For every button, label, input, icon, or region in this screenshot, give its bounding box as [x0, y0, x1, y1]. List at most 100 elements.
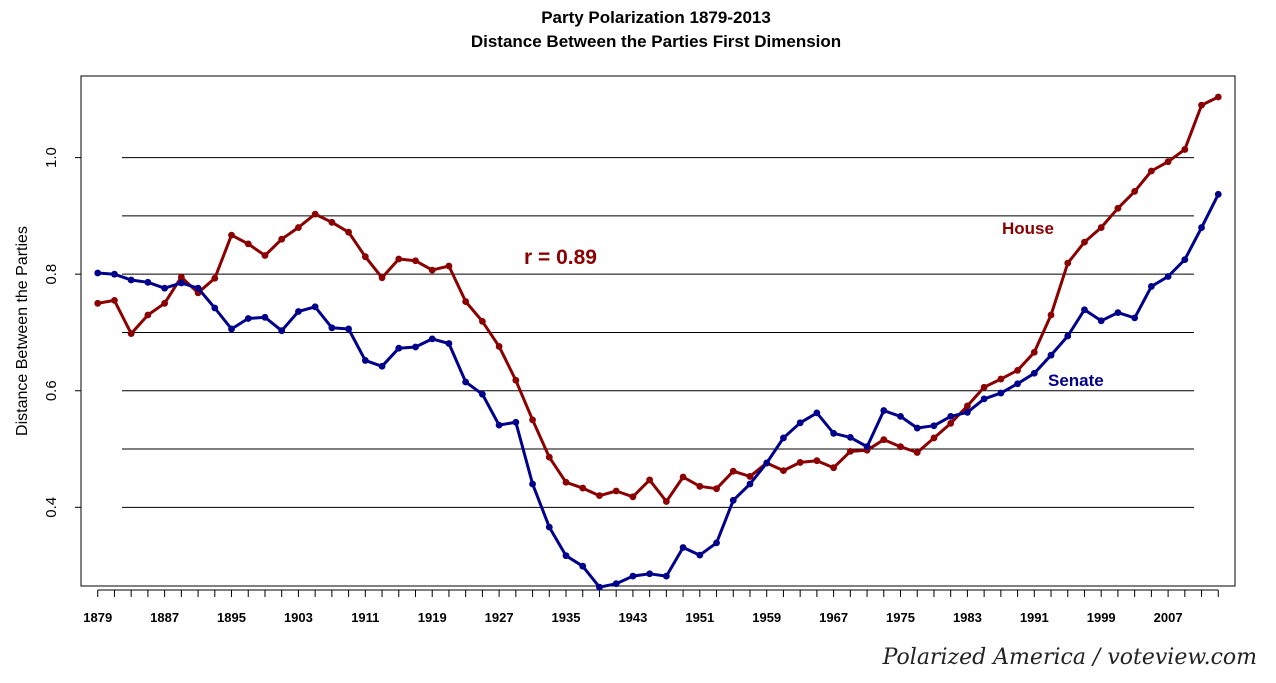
house-point-1893	[211, 274, 219, 282]
senate-point-1935	[562, 552, 570, 560]
y-axis: 0.4 0.6 0.8 1.0	[43, 147, 81, 518]
senate-point-1883	[127, 276, 135, 284]
senate-point-1953	[713, 539, 720, 547]
senate-point-2001	[1114, 309, 1122, 317]
senate-point-1897	[244, 315, 252, 322]
senate-point-1919	[428, 335, 436, 343]
senate-point-1923	[462, 378, 470, 386]
house-point-1997	[1081, 238, 1088, 246]
senate-point-1915	[395, 344, 403, 352]
house-point-1975	[897, 443, 904, 451]
house-point-1895	[228, 231, 235, 239]
chart-subtitle: Distance Between the Parties First Dimen…	[471, 32, 841, 51]
house-point-1909	[345, 228, 352, 236]
house-point-1879	[94, 299, 102, 307]
senate-point-1913	[378, 362, 386, 370]
x-tick-label-9: 1951	[685, 610, 714, 625]
house-point-1881	[111, 297, 118, 304]
senate-point-2013	[1214, 190, 1222, 198]
house-point-1933	[545, 453, 553, 461]
house-point-1981	[947, 419, 955, 427]
senate-point-2005	[1147, 283, 1155, 290]
x-tick-label-8: 1943	[618, 610, 647, 625]
house-point-1957	[746, 473, 754, 480]
house-point-1985	[980, 383, 988, 391]
senate-point-1991	[1030, 369, 1038, 377]
house-point-1953	[713, 485, 720, 493]
senate-point-1889	[177, 279, 185, 287]
x-tick-label-7: 1935	[552, 610, 581, 625]
house-point-2001	[1114, 204, 1122, 212]
house-point-1917	[412, 257, 419, 265]
house-point-1983	[964, 402, 971, 410]
house-point-1885	[144, 311, 152, 319]
senate-point-1925	[478, 390, 486, 398]
house-point-1999	[1097, 224, 1105, 231]
senate-point-1943	[629, 572, 637, 580]
house-point-1889	[177, 273, 185, 281]
house-point-1969	[846, 447, 854, 455]
senate-point-1947	[662, 572, 670, 580]
senate-point-2011	[1198, 224, 1205, 231]
house-point-1941	[612, 487, 620, 495]
house-point-1967	[830, 464, 838, 472]
senate-point-1967	[830, 429, 838, 437]
house-point-1943	[629, 493, 637, 501]
senate-point-1945	[646, 570, 654, 578]
house-point-1899	[261, 252, 269, 259]
senate-point-1975	[897, 412, 904, 420]
senate-point-1963	[796, 419, 804, 427]
house-point-1979	[930, 434, 938, 442]
y-tick-label-2: 0.8	[43, 264, 60, 285]
house-point-1935	[562, 478, 570, 486]
senate-point-1929	[512, 418, 520, 426]
x-tick-label-4: 1911	[351, 610, 379, 625]
x-tick-label-1: 1887	[150, 610, 179, 625]
senate-point-1971	[863, 443, 871, 451]
senate-point-1941	[612, 580, 620, 588]
x-tick-label-0: 1879	[83, 610, 112, 625]
senate-point-1999	[1097, 317, 1105, 325]
senate-point-1931	[529, 480, 536, 488]
senate-point-1955	[729, 496, 737, 504]
senate-point-2007	[1164, 273, 1172, 280]
correlation-annotation: r = 0.89	[524, 246, 597, 269]
house-point-1903	[295, 224, 302, 231]
y-tick-label-3: 1.0	[43, 147, 60, 168]
senate-point-1909	[345, 325, 352, 333]
senate-point-1985	[980, 395, 988, 403]
house-point-2011	[1198, 101, 1205, 109]
house-point-2003	[1131, 188, 1139, 195]
x-axis: 1879 1887 1895 1903 1911 1919 1927 1935 1943 1951…	[83, 589, 1219, 625]
y-tick-label-1: 0.6	[43, 380, 60, 401]
house-point-2007	[1164, 158, 1172, 166]
house-point-1991	[1030, 348, 1038, 356]
senate-point-1891	[194, 284, 202, 292]
house-point-1927	[495, 343, 503, 350]
house-point-1887	[161, 299, 169, 307]
senate-point-1959	[763, 459, 771, 467]
senate-point-1961	[780, 434, 787, 442]
house-point-1949	[679, 473, 687, 481]
senate-point-1901	[278, 327, 286, 335]
senate-point-1995	[1064, 332, 1072, 340]
house-point-1947	[662, 498, 670, 505]
senate-point-1977	[913, 424, 921, 432]
house-point-1925	[478, 317, 486, 325]
senate-point-1881	[111, 270, 118, 278]
senate-point-1981	[947, 412, 955, 420]
house-series-line	[97, 95, 1219, 503]
house-point-1921	[445, 262, 453, 270]
senate-point-1983	[964, 408, 971, 416]
senate-point-1989	[1014, 380, 1021, 388]
house-point-1913	[378, 274, 386, 282]
senate-point-1951	[696, 551, 704, 559]
senate-point-1885	[144, 278, 152, 286]
y-tick-label-0: 0.4	[43, 497, 60, 518]
senate-point-2003	[1131, 314, 1139, 322]
x-tick-label-5: 1919	[418, 610, 447, 625]
x-tick-label-13: 1983	[953, 610, 982, 625]
x-tick-label-14: 1991	[1020, 610, 1049, 625]
senate-point-1949	[679, 544, 687, 551]
